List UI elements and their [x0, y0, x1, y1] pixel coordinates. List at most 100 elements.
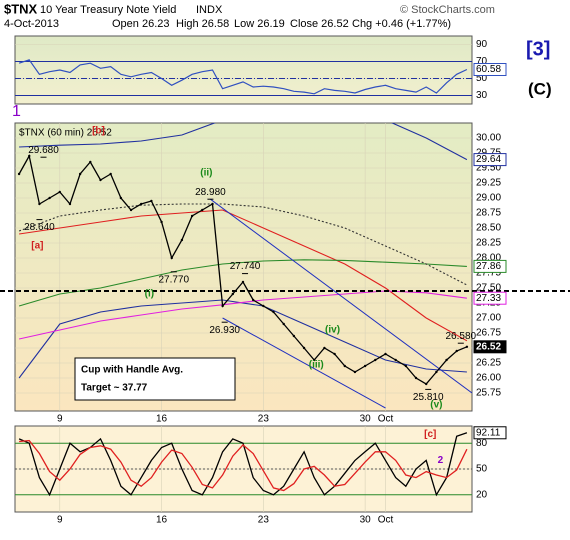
value-badge-label: 26.52 [476, 341, 501, 352]
stochastic-line [18, 432, 468, 497]
moving-average [19, 209, 468, 342]
price-point [282, 322, 285, 326]
price-point [68, 202, 72, 206]
value-badge-label: 60.58 [476, 64, 501, 75]
stat: Close 26.52 [290, 18, 349, 30]
price-point [262, 304, 265, 308]
price-point [353, 370, 357, 374]
y-tick-label: 80 [476, 438, 488, 449]
price-point [435, 370, 438, 374]
y-tick-label: 29.00 [476, 193, 501, 204]
callout-text: Target ~ 37.77 [81, 383, 148, 394]
wave-label: (iii) [309, 359, 324, 370]
value-badge [473, 340, 507, 354]
stat: Low 26.19 [234, 18, 285, 30]
wave-label: [c] [424, 429, 436, 440]
price-point [109, 172, 112, 176]
x-tick-label: 23 [258, 414, 270, 425]
wave-label: [a] [31, 241, 43, 252]
x-tick-label: 23 [258, 515, 270, 526]
stat: Open 26.23 [112, 18, 170, 30]
price-label: 26.580 [446, 331, 477, 342]
price-point [363, 364, 367, 368]
y-tick-label: 26.00 [476, 373, 501, 384]
y-tick-label: 28.00 [476, 253, 501, 264]
y-tick-label: 25.75 [476, 388, 501, 399]
price-point [150, 199, 153, 203]
price-point [160, 220, 163, 224]
wave-label: [3] [526, 38, 550, 60]
moving-average [18, 299, 467, 379]
symbol: $TNX [4, 1, 38, 16]
price-point [374, 358, 377, 362]
trendline [222, 317, 386, 409]
y-tick-label: 27.75 [476, 268, 501, 279]
price-point [414, 376, 418, 380]
price-point [140, 202, 143, 206]
price-point [241, 280, 245, 284]
price-point [170, 256, 173, 260]
value-badge-label: 92.11 [476, 427, 501, 438]
wave-label: (v) [430, 400, 442, 411]
price-point [231, 292, 235, 296]
price-point [251, 298, 255, 302]
wave-label: 2 [438, 455, 444, 466]
y-tick-label: 26.25 [476, 358, 501, 369]
value-badge [473, 291, 507, 305]
price-point [38, 202, 41, 206]
price-point [89, 160, 92, 164]
x-tick-label: 30 [360, 414, 372, 425]
wave-label: [b] [92, 125, 105, 136]
watermark: © StockCharts.com [400, 4, 495, 16]
price-point [313, 358, 316, 362]
x-tick-label: Oct [378, 515, 394, 526]
price-point [190, 214, 194, 218]
price-label: 25.810 [413, 392, 444, 403]
y-tick-label: 30 [476, 90, 488, 101]
price-point [384, 352, 387, 356]
value-badge-label: 27.33 [476, 293, 501, 304]
price-point [323, 346, 326, 350]
y-tick-label: 50 [476, 464, 488, 475]
y-tick-label: 27.50 [476, 283, 501, 294]
trendline [210, 198, 472, 394]
price-point [58, 190, 61, 194]
price-point [455, 349, 458, 353]
price-point [48, 196, 51, 200]
x-tick-label: 9 [57, 515, 63, 526]
x-tick-label: 16 [156, 515, 168, 526]
y-tick-label: 29.50 [476, 163, 501, 174]
price-point [221, 304, 224, 308]
price-point [28, 154, 31, 158]
value-badge-label: 29.64 [476, 154, 501, 165]
price-point [333, 352, 336, 356]
x-tick-label: 16 [156, 414, 168, 425]
value-badge [473, 426, 507, 440]
legend: $TNX (60 min) 26.52 [19, 128, 112, 139]
y-tick-label: 70 [476, 56, 488, 67]
exchange: INDX [196, 4, 223, 16]
price-label: 28.640 [24, 222, 55, 233]
price-point [404, 364, 408, 368]
wave-label: (ii) [200, 167, 212, 178]
price-point [394, 358, 397, 362]
y-tick-label: 50 [476, 73, 488, 84]
price-label: 27.740 [230, 261, 261, 272]
y-tick-label: 26.75 [476, 328, 501, 339]
price-point [129, 208, 133, 212]
panel-background [14, 35, 473, 105]
price-point [119, 196, 123, 200]
wave-label: (iv) [325, 325, 340, 336]
price-point [17, 172, 21, 176]
value-badge [473, 63, 507, 77]
price-point [201, 208, 204, 212]
price-point [465, 345, 469, 348]
x-tick-label: 9 [57, 414, 63, 425]
price-label: 28.980 [195, 187, 226, 198]
y-tick-label: 30.00 [476, 133, 501, 144]
y-tick-label: 28.50 [476, 223, 501, 234]
stochastic-line [19, 439, 468, 492]
price-point [343, 364, 346, 368]
callout-text: Cup with Handle Avg. [81, 365, 183, 376]
price-point [292, 334, 296, 338]
